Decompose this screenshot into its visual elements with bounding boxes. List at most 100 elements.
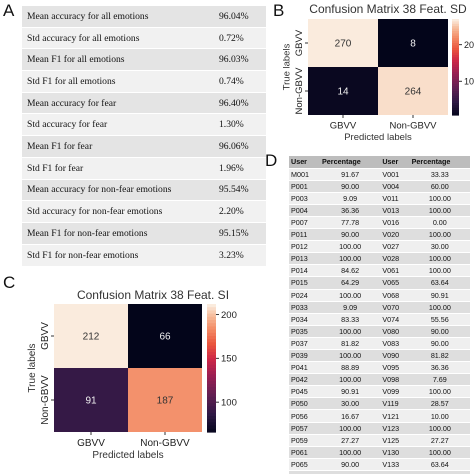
colorbar-segment	[207, 326, 216, 331]
user-percentage-cell: 64.29	[320, 276, 381, 290]
user-percentage-cell: 63.64	[409, 276, 470, 290]
colorbar-segment	[207, 310, 216, 315]
summary-metric-value: 1.96%	[214, 156, 266, 179]
user-percentage-cell: 90.91	[409, 288, 470, 302]
user-percentage-cell: 60.00	[409, 179, 470, 193]
colorbar-segment	[452, 88, 459, 92]
colorbar-segment	[452, 107, 459, 111]
user-percentage-cell: 100.00	[409, 252, 470, 265]
colorbar-segment	[207, 409, 216, 414]
user-percentage-cell: 10.00	[409, 409, 470, 423]
colorbar-segment	[452, 26, 459, 30]
user-percentage-cell: 100.00	[409, 445, 470, 459]
colorbar-segment	[207, 329, 216, 334]
colorbar-segment	[452, 81, 459, 85]
summary-row: Mean F1 for fear 96.06%	[22, 135, 266, 158]
panel-label-c: C	[3, 273, 16, 292]
user-id-cell: V001	[380, 167, 410, 181]
summary-row: Std F1 for all emotions 0.74%	[22, 70, 266, 93]
summary-row: Std F1 for fear 1.96%	[22, 156, 266, 179]
x-tick-label: Non-GBVV	[140, 438, 190, 449]
colorbar-segment	[207, 345, 216, 350]
user-id-cell: V080	[380, 324, 410, 338]
colorbar-segment	[207, 307, 216, 311]
user-id-cell: V133	[380, 457, 410, 471]
summary-metric-label: Mean F1 for fear	[22, 135, 214, 158]
summary-row: Std accuracy for non-fear emotions 2.20%	[22, 200, 266, 223]
user-table-row: P056 16.67 V121 10.00	[289, 409, 470, 423]
colorbar-segment	[207, 390, 216, 395]
colorbar-segment	[452, 33, 459, 37]
user-percentage-cell: 7.69	[409, 373, 470, 386]
colorbar-segment	[207, 419, 216, 423]
colorbar-segment	[207, 361, 216, 366]
summary-row: Mean F1 for non-fear emotions 95.15%	[22, 221, 266, 245]
user-id-cell: V119	[380, 397, 410, 410]
colorbar-segment	[207, 403, 216, 407]
matrix-cell	[54, 368, 128, 432]
user-percentage-cell: 100.00	[320, 348, 381, 362]
colorbar-segment	[207, 396, 216, 401]
colorbar-segment	[207, 332, 216, 337]
colorbar-segment	[452, 105, 459, 109]
user-percentage-cell: 36.36	[320, 203, 381, 217]
user-percentage-cell: 30.00	[320, 397, 381, 410]
user-id-cell: V095	[380, 361, 410, 374]
user-id-cell: V065	[380, 276, 410, 290]
user-table-row: P015 64.29 V065 63.64	[289, 276, 470, 290]
colorbar-segment	[452, 45, 459, 49]
colorbar-segment	[207, 336, 216, 340]
colorbar-segment	[452, 52, 459, 56]
colorbar-segment	[207, 320, 216, 324]
colorbar-segment	[452, 55, 459, 58]
colorbar-tick-label: 100	[221, 398, 237, 409]
user-percentage-cell: 90.00	[320, 228, 381, 241]
summary-metric-value: 95.54%	[214, 178, 266, 201]
colorbar-segment	[207, 368, 216, 372]
user-table-row: M001 91.67 V001 33.33	[289, 167, 470, 181]
colorbar-segment	[207, 358, 216, 363]
summary-metric-label: Mean F1 for non-fear emotions	[22, 221, 214, 245]
user-id-cell: P056	[289, 409, 320, 423]
summary-metric-label: Std F1 for non-fear emotions	[22, 243, 214, 266]
user-percentage-cell: 27.27	[320, 433, 381, 447]
user-id-cell: V061	[380, 264, 410, 277]
user-percentage-cell: 100.00	[409, 385, 470, 398]
user-id-cell: P041	[289, 361, 320, 374]
user-table-row: P042 100.00 V098 7.69	[289, 373, 470, 386]
user-table-row: P034 83.33 V074 55.56	[289, 312, 470, 326]
colorbar-segment	[207, 422, 216, 427]
cell-value-label: 212	[83, 332, 100, 343]
colorbar-segment	[452, 38, 459, 42]
summary-metric-label: Mean F1 for all emotions	[22, 48, 214, 71]
user-table-row: P039 100.00 V090 81.82	[289, 348, 470, 362]
user-percentage-cell: 30.00	[409, 240, 470, 253]
cell-value-label: 264	[405, 87, 422, 98]
colorbar-segment	[207, 374, 216, 379]
summary-row: Std accuracy for fear 1.30%	[22, 113, 266, 136]
user-id-cell: P057	[289, 421, 320, 435]
colorbar-segment	[207, 304, 216, 308]
summary-metric-value: 96.03%	[214, 48, 266, 71]
user-percentage-cell: 27.27	[409, 433, 470, 447]
colorbar-segment	[452, 59, 459, 63]
colorbar-segment	[207, 371, 216, 375]
colorbar-segment	[207, 393, 216, 398]
user-id-cell: P059	[289, 433, 320, 447]
user-table-row: P024 100.00 V068 90.91	[289, 288, 470, 302]
user-id-cell: V004	[380, 179, 410, 193]
colorbar-segment	[452, 74, 459, 78]
user-percentage-cell: 90.00	[320, 179, 381, 193]
user-percentage-cell: 100.00	[320, 252, 381, 265]
user-percentage-cell: 77.78	[320, 215, 381, 229]
user-table-header: User	[380, 156, 410, 169]
user-id-cell: P004	[289, 203, 320, 217]
colorbar-segment	[452, 31, 459, 34]
user-percentage-cell: 100.00	[409, 300, 470, 314]
user-percentage-cell: 100.00	[320, 288, 381, 302]
user-id-cell: V013	[380, 203, 410, 217]
user-percentage-cell: 90.00	[320, 457, 381, 471]
colorbar-segment	[452, 50, 459, 54]
panel-label-d: D	[265, 151, 278, 170]
user-id-cell: V020	[380, 228, 410, 241]
